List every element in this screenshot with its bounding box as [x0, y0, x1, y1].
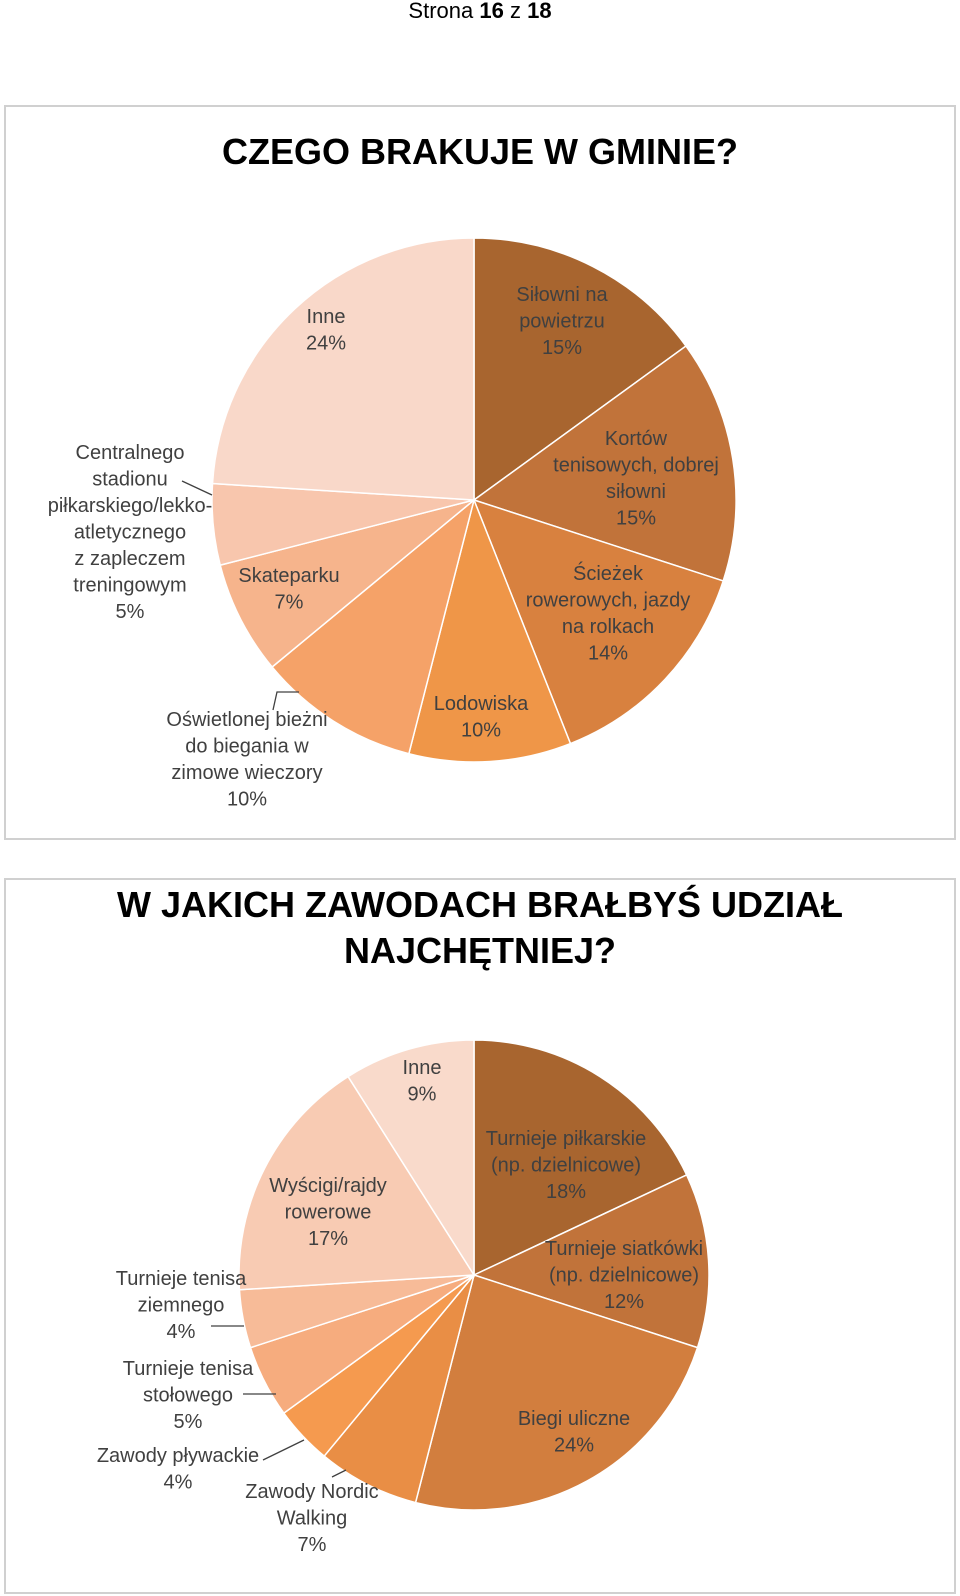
slice-percent: 5% — [116, 601, 145, 623]
slice-label-line: siłowni — [606, 481, 666, 503]
slice-label-line: zimowe wieczory — [171, 762, 322, 784]
pie-slice-turnieje-pilkarskie-np-dzielnicowe — [473, 1039, 688, 1277]
pie-slice-skateparku — [219, 499, 475, 669]
slice-label-line: treningowym — [73, 575, 186, 597]
pie-slice-turnieje-siatkowki-np-dzielnicowe — [471, 1173, 710, 1349]
slice-label-inne: Inne 24% — [306, 306, 346, 355]
chart-title-line-1: W JAKICH ZAWODACH BRAŁBYŚ UDZIAŁ — [117, 884, 843, 925]
slice-percent: 24% — [554, 1435, 594, 1457]
slice-label-line: tenisowych, dobrej — [553, 455, 719, 477]
chart-title-line-2: NAJCHĘTNIEJ? — [343, 930, 617, 971]
chart-missing-facilities: CZEGO BRAKUJE W GMINIE? Siłowni na powiet… — [4, 105, 956, 840]
slice-label-line: powietrzu — [519, 311, 605, 333]
slice-label-kortow-tenisowych-dobrej-silowni: Kortów tenisowych, dobrej siłowni 15% — [553, 428, 719, 530]
slice-label-line: Walking — [277, 1508, 347, 1530]
slice-label-line: stołowego — [143, 1385, 233, 1407]
leader-line-oswietlonej-biezni-do-biegania-w-zimowe-wieczory — [272, 691, 299, 711]
slice-label-skateparku: Skateparku 7% — [238, 565, 339, 614]
pie-slice-kortow-tenisowych-dobrej-silowni — [472, 344, 737, 582]
slice-label-sciezek-rowerowych-jazdy-na-rolkach: Ścieżek rowerowych, jazdy na rolkach 14% — [526, 561, 691, 665]
slice-label-biegi-uliczne: Biegi uliczne 24% — [518, 1408, 630, 1457]
chart-title: CZEGO BRAKUJE W GMINIE? — [221, 131, 738, 172]
chart-title: W JAKICH ZAWODACH BRAŁBYŚ UDZIAŁ NAJCHĘT… — [6, 882, 954, 974]
slice-label-line: Inne — [307, 306, 346, 328]
slice-label-zawody-plywackie: Zawody pływackie 4% — [97, 1445, 259, 1494]
slice-label-oswietlonej-biezni-do-biegania-w-zimowe-wieczory: Oświetlonej bieżni do biegania w zimowe wi… — [166, 709, 327, 811]
slice-label-inne: Inne 9% — [403, 1057, 442, 1106]
slice-percent: 15% — [542, 337, 582, 359]
slice-label-line: Turnieje tenisa — [123, 1358, 254, 1380]
slice-label-line: Zawody Nordic — [245, 1481, 378, 1503]
slice-label-line: rowerowe — [285, 1202, 372, 1224]
slice-percent: 4% — [164, 1472, 193, 1494]
slice-label-turnieje-siatkowki-np-dzielnicowe: Turnieje siatkówki (np. dzielnicowe) 12% — [545, 1238, 703, 1313]
slice-label-silowni-na-powietrzu: Siłowni na powietrzu 15% — [516, 284, 608, 359]
slice-percent: 12% — [604, 1291, 644, 1313]
slice-label-turnieje-pilkarskie-np-dzielnicowe: Turnieje piłkarskie (np. dzielnicowe) 18% — [486, 1128, 646, 1203]
slice-percent: 4% — [167, 1321, 196, 1343]
pie-slice-lodowiska — [407, 497, 572, 763]
leader-line-zawody-nordic-walking — [331, 1469, 347, 1478]
slice-label-line: rowerowych, jazdy — [526, 590, 691, 612]
slice-label-line: Skateparku — [238, 565, 339, 587]
pie-slice-zawody-nordic-walking — [323, 1274, 475, 1504]
slice-percent: 9% — [408, 1084, 437, 1106]
pie-slice-oswietlonej-biezni-do-biegania-w-zimowe-wieczory — [271, 497, 476, 755]
slice-label-line: Turnieje tenisa — [116, 1268, 247, 1290]
slice-label-line: Turnieje siatkówki — [545, 1238, 703, 1260]
slice-label-line: stadionu — [92, 469, 168, 491]
pie-slice-sciezek-rowerowych-jazdy-na-rolkach — [472, 498, 725, 745]
slice-label-line: Lodowiska — [434, 693, 529, 715]
slice-percent: 17% — [308, 1228, 348, 1250]
slice-percent: 10% — [227, 789, 267, 811]
pie-chart-competitions: Turnieje piłkarskie (np. dzielnicowe) 18%T… — [97, 1039, 710, 1556]
slice-label-line: Siłowni na — [516, 284, 608, 306]
pie-chart-missing-facilities: Siłowni na powietrzu 15% Kortów tenisowych, … — [48, 237, 737, 811]
leader-line-zawody-plywackie — [262, 1439, 305, 1461]
slice-label-line: Centralnego — [76, 442, 185, 464]
slice-label-line: Turnieje piłkarskie — [486, 1128, 646, 1150]
pie-slice-biegi-uliczne — [414, 1274, 699, 1511]
slice-label-line: piłkarskiego/lekko- — [48, 495, 213, 517]
slice-percent: 15% — [616, 508, 656, 530]
slice-label-line: Zawody pływackie — [97, 1445, 259, 1467]
slice-label-line: Biegi uliczne — [518, 1408, 630, 1430]
pie-slice-inne — [347, 1039, 475, 1278]
page-header-prefix: Strona — [408, 0, 474, 23]
slice-label-turnieje-tenisa-stolowego: Turnieje tenisa stołowego 5% — [123, 1358, 254, 1433]
pie-slice-inne — [211, 237, 475, 501]
slice-label-line: z zapleczem — [74, 548, 185, 570]
slice-label-lodowiska: Lodowiska 10% — [434, 693, 529, 742]
slice-label-line: Inne — [403, 1057, 442, 1079]
slice-percent: 18% — [546, 1181, 586, 1203]
slice-label-line: Wyścigi/rajdy — [269, 1175, 387, 1197]
slice-label-line: ziemnego — [138, 1295, 225, 1317]
slice-percent: 10% — [461, 720, 501, 742]
slice-percent: 14% — [588, 643, 628, 665]
slice-label-wyscigi-rajdy-rowerowe: Wyścigi/rajdy rowerowe 17% — [269, 1175, 387, 1250]
pie-slice-silowni-na-powietrzu — [473, 237, 688, 502]
slice-label-zawody-nordic-walking: Zawody Nordic Walking 7% — [245, 1481, 378, 1556]
slice-label-centralnego-stadionu-pilkarskiego-lekko-atletycznego-z-zapleczem-treningowym: Centralnego stadionu piłkarskiego/lekko-at… — [48, 442, 213, 623]
slice-label-line: na rolkach — [562, 616, 654, 638]
leader-line-centralnego-stadionu-pilkarskiego-lekko-atletycznego-z-zapleczem-treningowym — [181, 480, 213, 496]
page-header: Strona 16 z 18 — [0, 0, 960, 22]
slice-label-line: (np. dzielnicowe) — [549, 1265, 699, 1287]
slice-percent: 24% — [306, 333, 346, 355]
page-header-current: 16 — [479, 0, 504, 23]
slice-label-line: (np. dzielnicowe) — [491, 1155, 641, 1177]
slice-label-line: Kortów — [605, 428, 668, 450]
slice-label-turnieje-tenisa-ziemnego: Turnieje tenisa ziemnego 4% — [116, 1268, 247, 1343]
slice-label-line: do biegania w — [185, 736, 309, 758]
page-header-separator: z — [509, 0, 521, 23]
slice-percent: 7% — [275, 592, 304, 614]
chart-competitions: W JAKICH ZAWODACH BRAŁBYŚ UDZIAŁ NAJCHĘT… — [4, 878, 956, 1594]
slice-percent: 5% — [174, 1411, 203, 1433]
slice-label-line: Oświetlonej bieżni — [166, 709, 327, 731]
slice-percent: 7% — [298, 1534, 327, 1556]
slice-label-line: Ścieżek — [573, 561, 644, 585]
page-header-total: 18 — [527, 0, 552, 23]
slice-label-line: atletycznego — [74, 522, 186, 544]
pie-slice-wyscigi-rajdy-rowerowe — [238, 1075, 476, 1291]
